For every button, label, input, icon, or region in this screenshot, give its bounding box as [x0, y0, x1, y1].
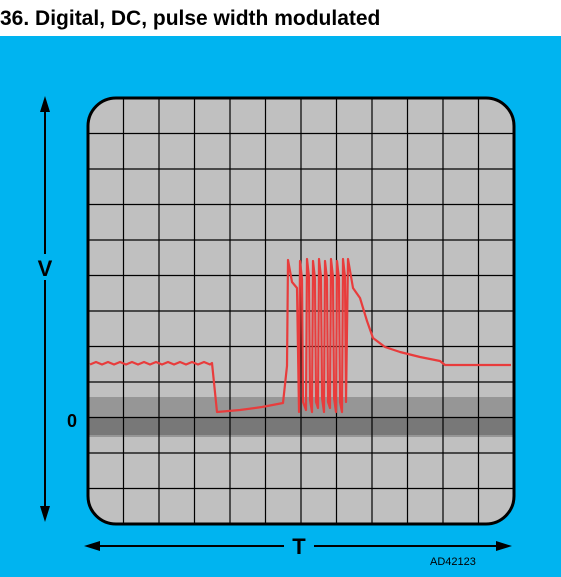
scope-screen — [88, 98, 514, 524]
time-axis-label: T — [292, 534, 306, 559]
time-axis-arrow-left-icon — [84, 541, 100, 551]
figure-title: 36. Digital, DC, pulse width modulated — [0, 7, 381, 30]
voltage-axis-label: V — [38, 256, 53, 281]
oscilloscope-diagram: V 0 T AD42123 — [0, 36, 561, 577]
screen-border — [86, 96, 516, 526]
figure-code: AD42123 — [430, 556, 476, 568]
voltage-axis-arrow-down-icon — [40, 506, 50, 522]
time-axis: T — [84, 534, 512, 559]
voltage-axis-arrow-up-icon — [40, 96, 50, 112]
voltage-axis: V — [38, 96, 53, 522]
scope-grid — [88, 98, 514, 524]
diagram-panel: V 0 T AD42123 — [0, 36, 561, 577]
zero-level-label: 0 — [67, 411, 77, 431]
pwm-signal-trace — [89, 257, 511, 414]
time-axis-arrow-right-icon — [496, 541, 512, 551]
